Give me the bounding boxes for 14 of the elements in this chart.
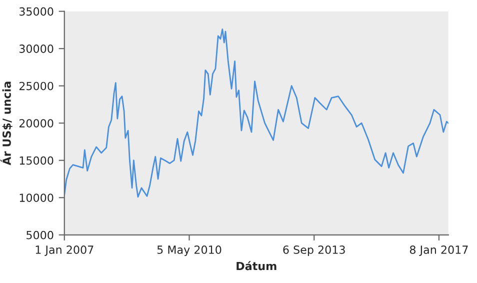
- y-axis-title: Ár US$/ uncia: [0, 82, 12, 166]
- x-tick-label: 6 Sep 2013: [283, 246, 345, 256]
- x-tick-label: 1 Jan 2007: [36, 246, 94, 256]
- x-tick-label: 5 May 2010: [157, 246, 222, 256]
- line-series: [64, 28, 448, 198]
- x-axis-title: Dátum: [236, 261, 276, 270]
- x-tick-label: 8 Jan 2017: [410, 246, 468, 256]
- y-tick-label: 30000: [19, 44, 54, 53]
- y-tick-label: 25000: [19, 82, 54, 90]
- y-tick-label: 20000: [19, 119, 54, 128]
- y-tick-label: 35000: [19, 7, 54, 16]
- y-tick-label: 10000: [20, 194, 54, 202]
- y-tick-label: 15000: [20, 156, 54, 165]
- y-tick-label: 5000: [26, 230, 54, 240]
